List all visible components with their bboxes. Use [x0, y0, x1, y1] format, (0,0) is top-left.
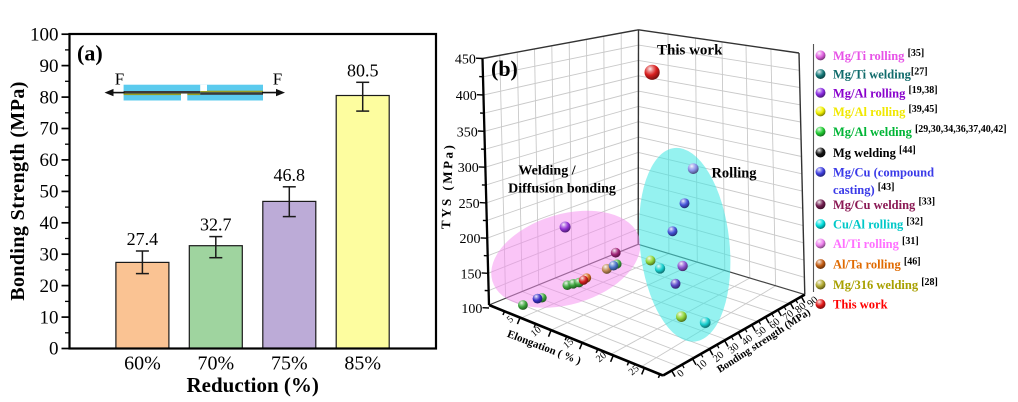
svg-text:TYS (MPa): TYS (MPa) — [438, 142, 456, 229]
svg-text:Mg/Al rolling [39,45]: Mg/Al rolling [39,45] — [833, 104, 938, 119]
svg-text:casting) [43]: casting) [43] — [833, 182, 894, 197]
svg-text:Welding /: Welding / — [518, 164, 576, 179]
svg-text:300: 300 — [458, 161, 479, 176]
svg-text:Mg welding [44]: Mg welding [44] — [833, 145, 916, 160]
svg-text:70: 70 — [40, 119, 59, 140]
svg-text:20: 20 — [40, 276, 59, 297]
svg-text:46.8: 46.8 — [274, 165, 306, 185]
svg-text:30: 30 — [40, 244, 59, 265]
svg-text:40: 40 — [40, 213, 59, 234]
svg-text:Cu/Al rolling [32]: Cu/Al rolling [32] — [833, 216, 923, 231]
svg-text:0: 0 — [49, 339, 59, 360]
svg-text:Mg/Cu welding [33]: Mg/Cu welding [33] — [833, 197, 935, 212]
svg-text:60: 60 — [40, 150, 59, 171]
svg-text:50: 50 — [40, 182, 59, 203]
svg-text:250: 250 — [459, 197, 480, 212]
svg-text:Mg/316 welding [28]: Mg/316 welding [28] — [833, 277, 938, 292]
svg-text:32.7: 32.7 — [200, 215, 232, 235]
svg-text:Bonding Strength (MPa): Bonding Strength (MPa) — [7, 81, 29, 301]
svg-text:85%: 85% — [344, 353, 381, 375]
svg-text:Rolling: Rolling — [711, 166, 757, 182]
svg-text:150: 150 — [461, 267, 482, 282]
svg-text:Al/Ta rolling [46]: Al/Ta rolling [46] — [833, 256, 921, 271]
svg-text:(a): (a) — [77, 41, 103, 66]
svg-text:F: F — [273, 70, 282, 89]
svg-text:Reduction (%): Reduction (%) — [186, 373, 318, 397]
svg-text:200: 200 — [460, 232, 481, 247]
svg-text:400: 400 — [456, 89, 477, 104]
svg-text:Mg/Ti rolling [35]: Mg/Ti rolling [35] — [833, 48, 924, 63]
svg-text:Al/Ti rolling [31]: Al/Ti rolling [31] — [833, 236, 919, 251]
svg-text:27.4: 27.4 — [127, 229, 159, 249]
svg-text:80: 80 — [40, 87, 59, 108]
svg-text:F: F — [115, 70, 124, 89]
svg-text:5: 5 — [505, 314, 516, 326]
svg-text:70%: 70% — [197, 353, 234, 375]
svg-text:90: 90 — [40, 56, 59, 77]
svg-text:100: 100 — [461, 302, 482, 317]
svg-text:450: 450 — [455, 53, 476, 68]
svg-text:10: 10 — [40, 307, 59, 328]
svg-text:0: 0 — [675, 368, 686, 380]
svg-text:75%: 75% — [271, 353, 308, 375]
svg-text:Diffusion bonding: Diffusion bonding — [508, 182, 616, 197]
svg-text:This work: This work — [657, 43, 723, 59]
svg-text:Mg/Al rolling [19,38]: Mg/Al rolling [19,38] — [833, 85, 938, 100]
svg-text:(b): (b) — [491, 56, 518, 81]
svg-text:Mg/Ti welding[27]: Mg/Ti welding[27] — [833, 66, 928, 81]
svg-text:100: 100 — [30, 24, 59, 45]
svg-text:This work: This work — [833, 298, 888, 312]
svg-text:60%: 60% — [124, 353, 161, 375]
svg-text:Mg/Al welding [29,30,34,36,37,: Mg/Al welding [29,30,34,36,37,40,42] — [833, 124, 1007, 139]
svg-text:Mg/Cu (compound: Mg/Cu (compound — [833, 166, 934, 180]
svg-text:350: 350 — [457, 125, 478, 140]
svg-text:80.5: 80.5 — [347, 60, 379, 80]
